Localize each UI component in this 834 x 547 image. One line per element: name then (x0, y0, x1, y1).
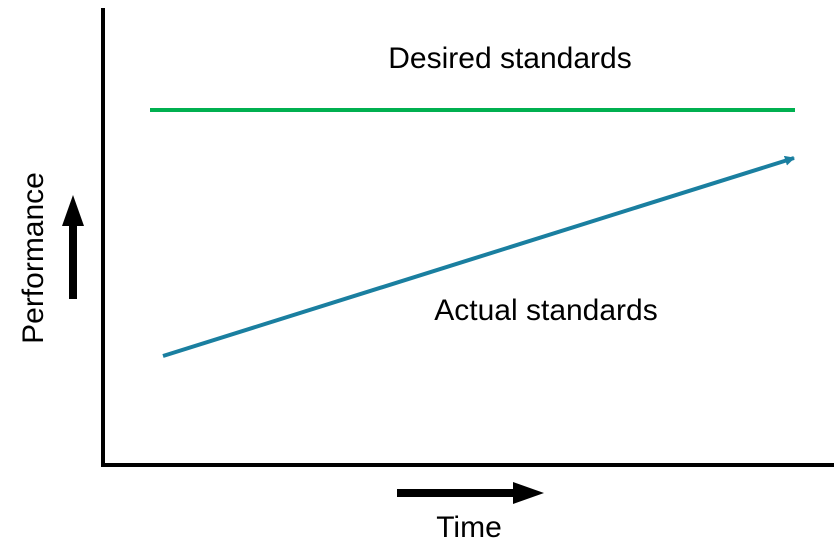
performance-arrow-icon (62, 195, 84, 299)
actual-standards-label: Actual standards (434, 294, 657, 327)
time-arrow-icon (397, 482, 544, 504)
y-axis-label: Performance (17, 172, 50, 344)
x-axis-label: Time (436, 511, 502, 544)
desired-standards-label: Desired standards (388, 42, 631, 75)
